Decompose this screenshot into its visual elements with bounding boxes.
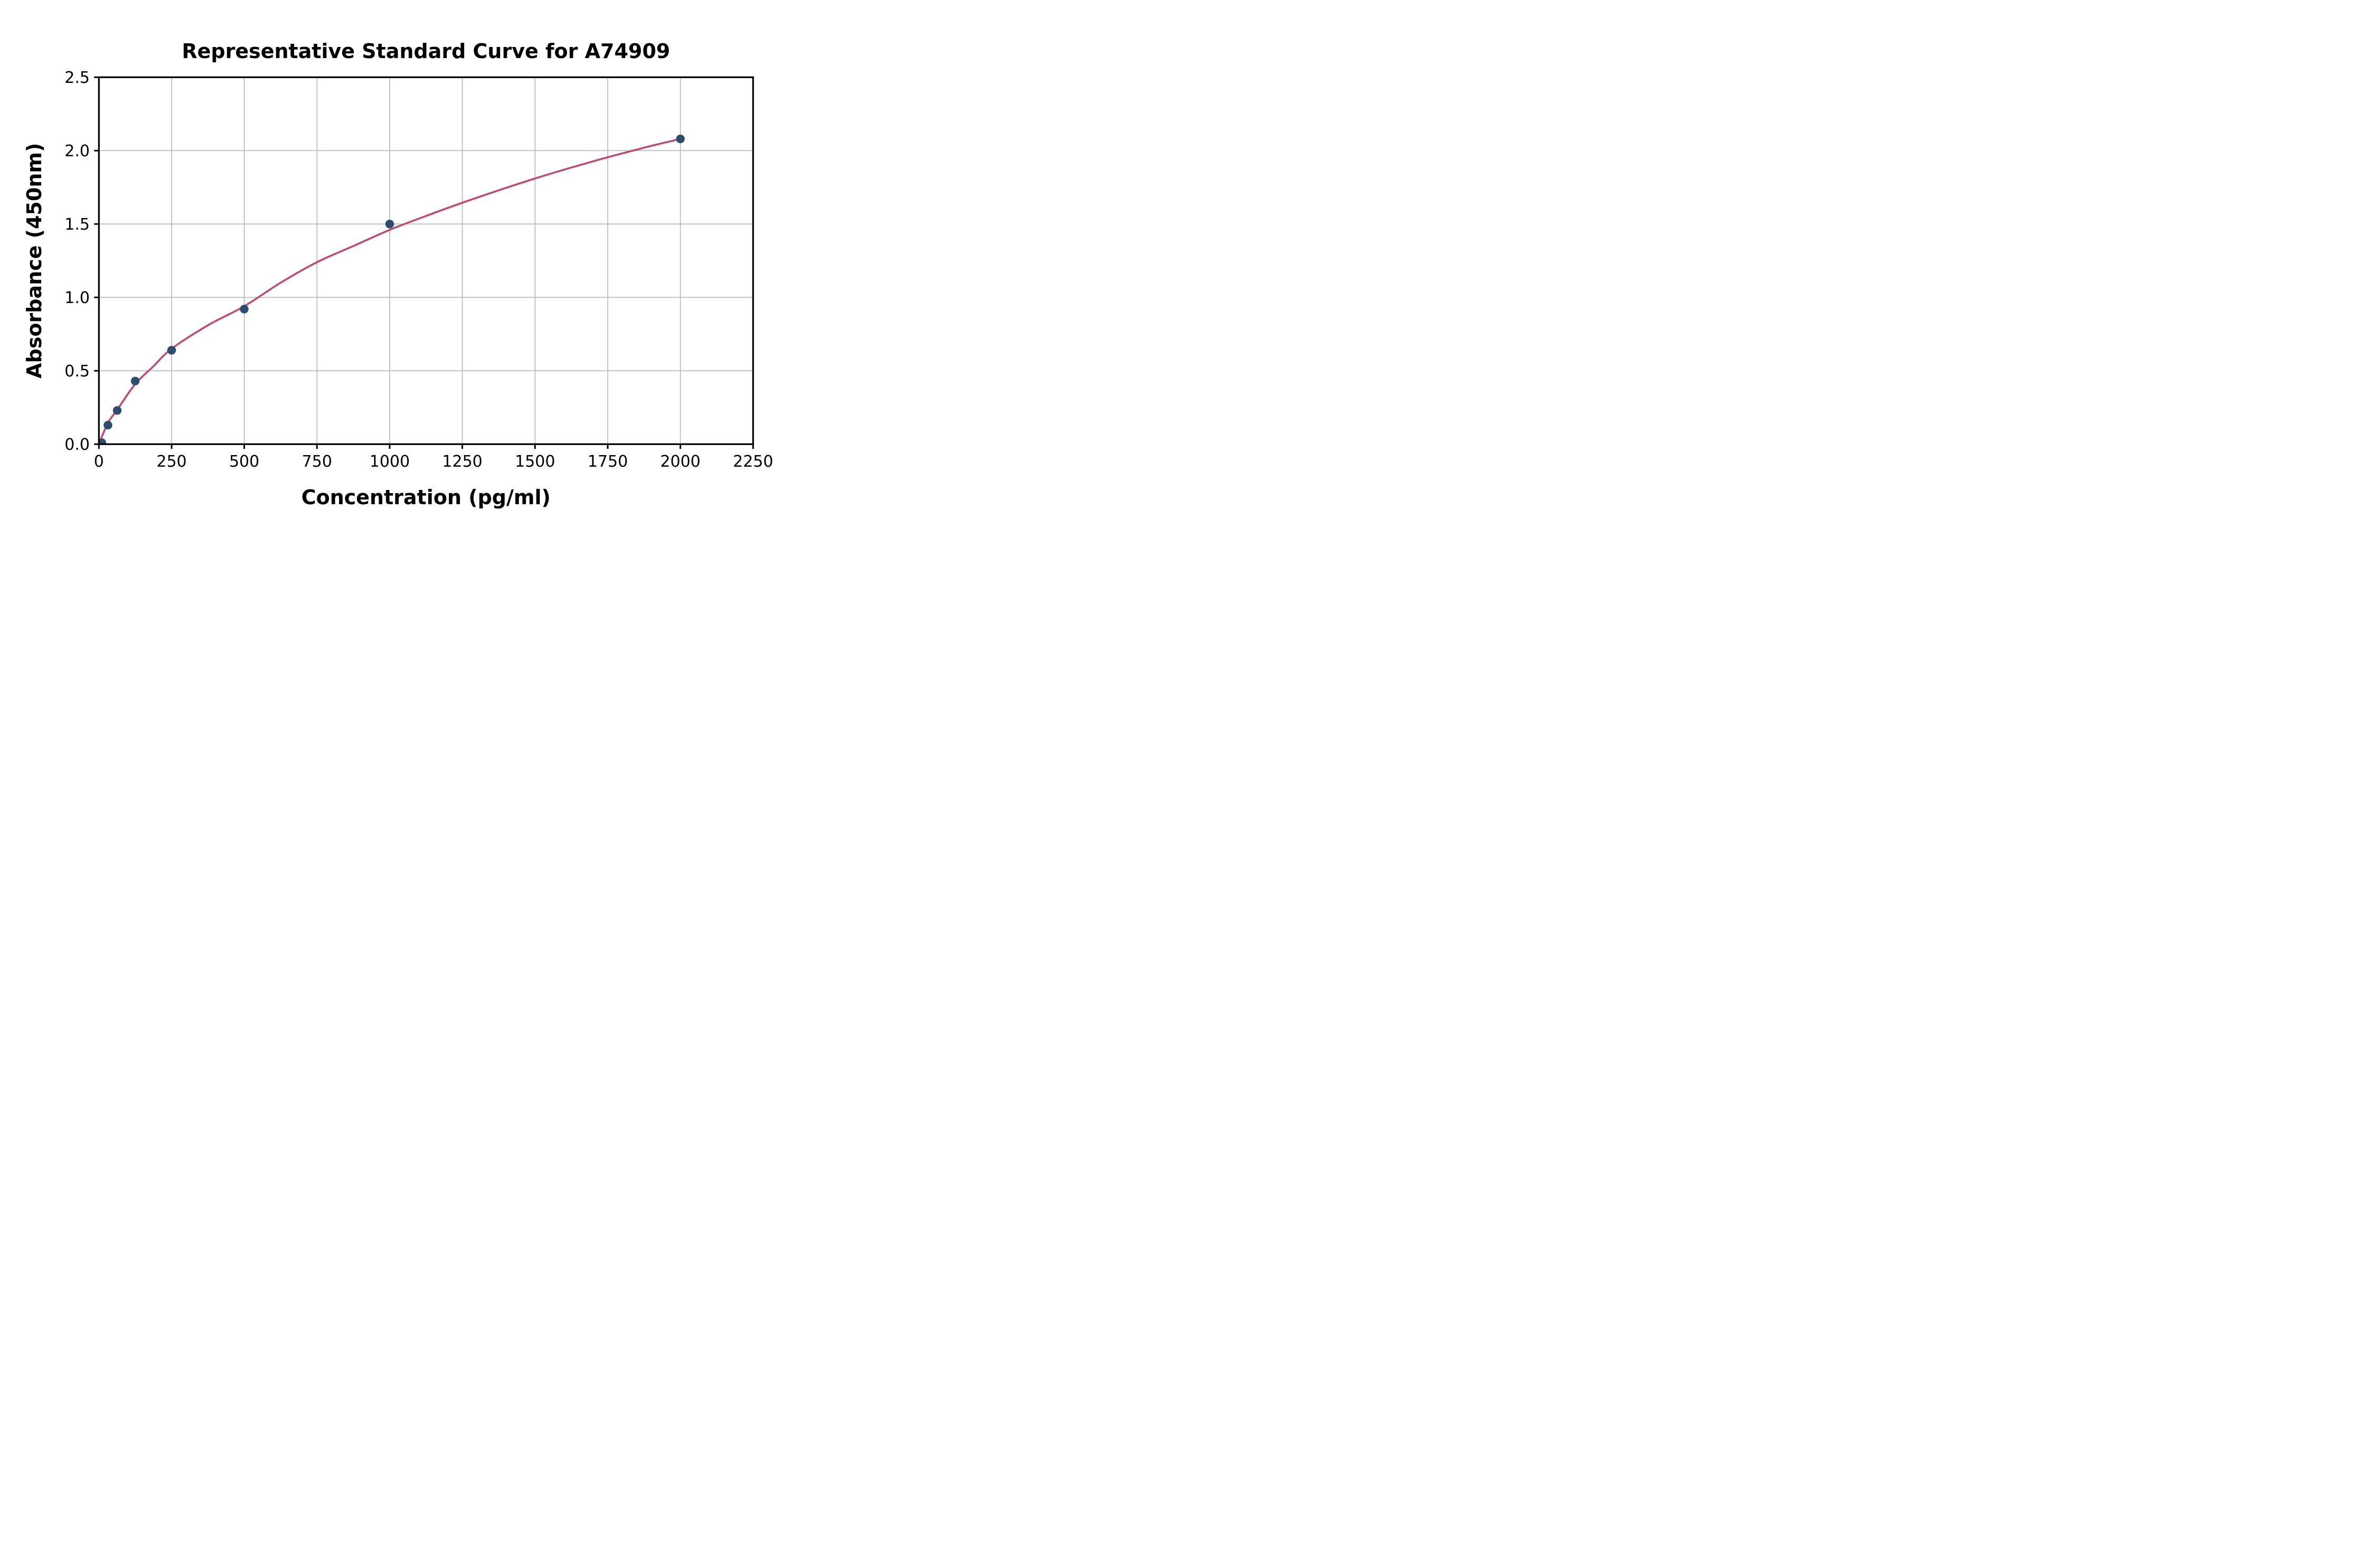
y-tick-label: 1.5 bbox=[64, 215, 90, 234]
fit-curve-line bbox=[99, 138, 682, 445]
x-tick-label: 1000 bbox=[370, 452, 410, 471]
data-point bbox=[103, 421, 112, 430]
plot-series bbox=[99, 134, 685, 445]
data-point bbox=[167, 346, 176, 355]
x-tick-label: 1750 bbox=[588, 452, 628, 471]
y-tick-label: 1.0 bbox=[64, 289, 90, 307]
data-point bbox=[385, 220, 394, 229]
data-point bbox=[112, 406, 122, 415]
chart-canvas: 0 250 500 750 1000 1250 1500 1750 2000 2250 0.0 0.5… bbox=[23, 40, 773, 509]
axis-ticks bbox=[94, 76, 754, 449]
x-tick-label: 2000 bbox=[660, 452, 700, 471]
y-tick-label: 0.0 bbox=[64, 436, 90, 454]
data-point bbox=[130, 376, 140, 385]
x-axis-label: Concentration (pg/ml) bbox=[301, 486, 551, 509]
x-tick-label: 0 bbox=[94, 452, 104, 471]
y-axis-label: Absorbance (450nm) bbox=[23, 143, 46, 379]
y-tick-label: 2.5 bbox=[64, 69, 90, 87]
data-point bbox=[676, 134, 685, 144]
tick-labels: 0 250 500 750 1000 1250 1500 1750 2000 2250 0.0 0.5… bbox=[64, 69, 773, 471]
plot-border bbox=[98, 76, 754, 445]
x-tick-label: 2250 bbox=[733, 452, 773, 471]
data-points bbox=[99, 134, 685, 445]
chart-title: Representative Standard Curve for A74909 bbox=[182, 40, 670, 63]
y-tick-label: 0.5 bbox=[64, 362, 90, 381]
data-point bbox=[99, 438, 106, 445]
x-tick-label: 500 bbox=[229, 452, 259, 471]
gridlines bbox=[98, 77, 754, 445]
x-tick-label: 1500 bbox=[515, 452, 555, 471]
x-tick-label: 250 bbox=[156, 452, 186, 471]
x-tick-label: 1250 bbox=[442, 452, 482, 471]
y-tick-label: 2.0 bbox=[64, 142, 90, 160]
chart-figure: 0 250 500 750 1000 1250 1500 1750 2000 2250 0.0 0.5… bbox=[0, 0, 792, 523]
data-point bbox=[240, 305, 249, 314]
x-tick-label: 750 bbox=[302, 452, 332, 471]
